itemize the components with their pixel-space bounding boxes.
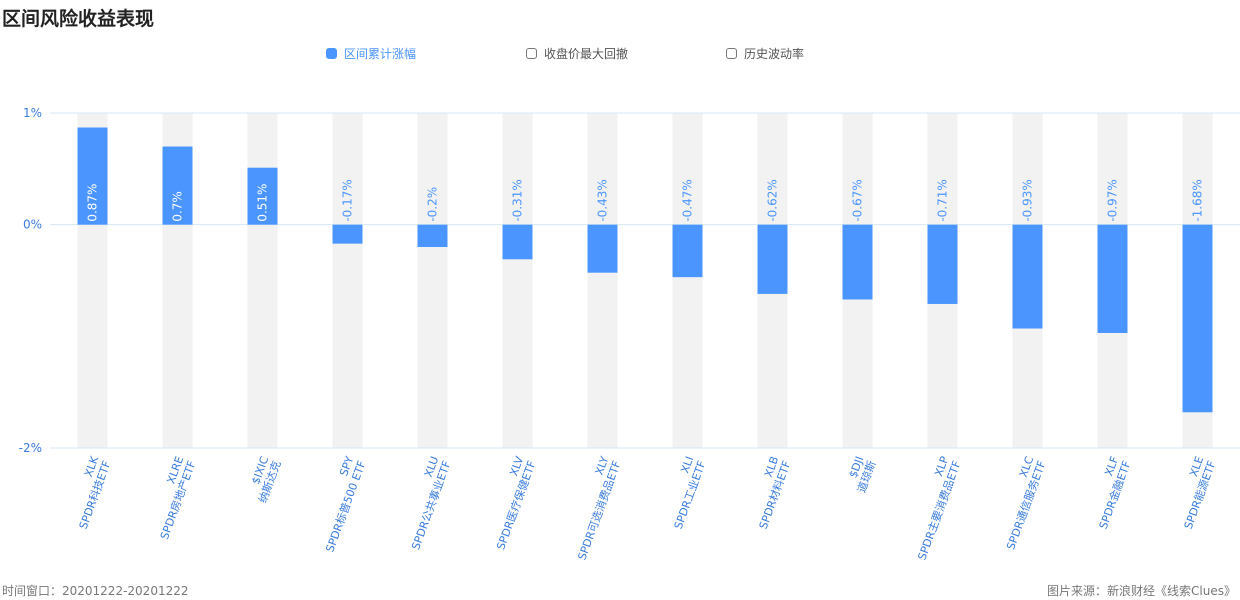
bar bbox=[1097, 224, 1128, 333]
bar bbox=[247, 167, 278, 225]
y-tick-label: -2% bbox=[19, 441, 42, 455]
bar bbox=[587, 224, 618, 273]
bar bbox=[757, 224, 788, 294]
bar bbox=[927, 224, 958, 304]
legend-label: 收盘价最大回撤 bbox=[544, 46, 629, 61]
x-tick-code: XLF bbox=[1102, 455, 1121, 478]
source-credit: 图片来源：新浪财经《线索Clues》 bbox=[1047, 584, 1236, 598]
bar-value-label: -0.97% bbox=[1106, 179, 1120, 221]
bar bbox=[77, 127, 108, 225]
bar bbox=[332, 224, 363, 244]
checkbox-checked-icon[interactable] bbox=[326, 47, 337, 59]
legend-label: 区间累计涨幅 bbox=[344, 46, 417, 61]
bar-value-label: -0.67% bbox=[851, 179, 865, 221]
bar bbox=[672, 224, 703, 278]
bar bbox=[842, 224, 873, 300]
legend-item-volatility[interactable]: 历史波动率 bbox=[726, 45, 804, 61]
page-title: 区间风险收益表现 bbox=[2, 8, 155, 30]
legend-label: 历史波动率 bbox=[744, 46, 805, 61]
category-band bbox=[672, 113, 703, 448]
bar-value-label: -1.68% bbox=[1191, 179, 1205, 221]
category-band bbox=[502, 113, 533, 448]
bar-value-label: -0.31% bbox=[511, 179, 525, 221]
bar bbox=[502, 224, 533, 260]
bar-value-label: -0.2% bbox=[426, 187, 440, 222]
bar-value-label: 0.7% bbox=[171, 191, 185, 222]
category-band bbox=[247, 113, 278, 448]
category-band bbox=[332, 113, 363, 448]
legend-item-max-drawdown[interactable]: 收盘价最大回撤 bbox=[526, 45, 628, 61]
bar-value-label: 0.87% bbox=[86, 184, 100, 222]
x-tick-code: XLI bbox=[678, 455, 696, 475]
y-tick-label: 1% bbox=[23, 106, 42, 120]
bar-value-label: 0.51% bbox=[256, 184, 270, 222]
category-band bbox=[587, 113, 618, 448]
legend-item-cumulative-gain[interactable]: 区间累计涨幅 bbox=[326, 45, 416, 61]
bar-value-label: -0.93% bbox=[1021, 179, 1035, 221]
time-window-label: 时间窗口：20201222-20201222 bbox=[2, 584, 189, 598]
bar bbox=[1182, 224, 1213, 413]
bar bbox=[162, 146, 193, 225]
bar-value-label: -0.17% bbox=[341, 179, 355, 221]
checkbox-unchecked-icon[interactable] bbox=[726, 47, 737, 59]
bar-value-label: -0.62% bbox=[766, 179, 780, 221]
bar bbox=[417, 224, 448, 247]
bar-value-label: -0.47% bbox=[681, 179, 695, 221]
x-tick-code: XLY bbox=[593, 454, 612, 476]
checkbox-unchecked-icon[interactable] bbox=[526, 47, 537, 59]
category-band bbox=[417, 113, 448, 448]
bar bbox=[1012, 224, 1043, 329]
bar-value-label: -0.43% bbox=[596, 179, 610, 221]
bar-value-label: -0.71% bbox=[936, 179, 950, 221]
y-tick-label: 0% bbox=[23, 218, 42, 232]
